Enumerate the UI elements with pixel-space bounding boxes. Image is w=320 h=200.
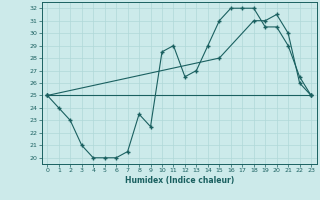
X-axis label: Humidex (Indice chaleur): Humidex (Indice chaleur) (124, 176, 234, 185)
